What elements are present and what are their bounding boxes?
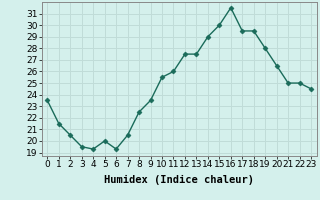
X-axis label: Humidex (Indice chaleur): Humidex (Indice chaleur): [104, 175, 254, 185]
